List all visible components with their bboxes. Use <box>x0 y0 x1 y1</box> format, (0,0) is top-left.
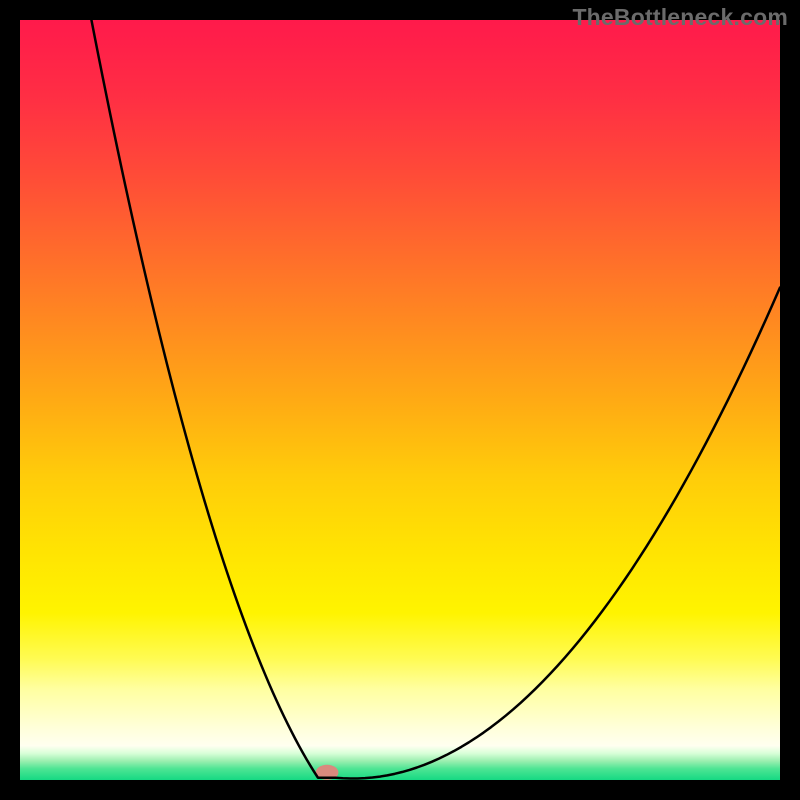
frame-bottom <box>0 780 800 800</box>
bottleneck-chart-svg <box>0 0 800 800</box>
frame-left <box>0 0 20 800</box>
frame-right <box>780 0 800 800</box>
gradient-background <box>20 20 780 780</box>
watermark-text: TheBottleneck.com <box>572 4 788 31</box>
chart-stage: TheBottleneck.com <box>0 0 800 800</box>
